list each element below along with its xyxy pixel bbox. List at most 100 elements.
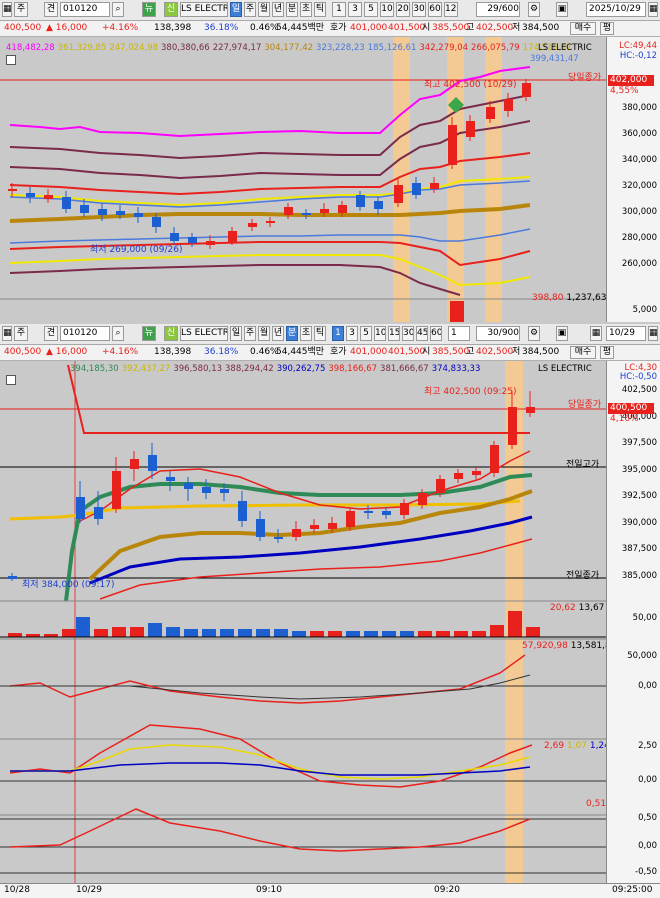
calendar-icon[interactable]: ▦ [590,326,602,341]
alltime-high-note: 최고 402,500 (10/29) [424,80,517,90]
tab-주[interactable]: 주 [244,2,256,17]
settings-icon[interactable]: ⚙ [528,326,540,341]
tab-초[interactable]: 초 [300,2,312,17]
stock-code-input[interactable]: 010120 [60,326,110,341]
calendar-icon[interactable]: ▦ [648,326,658,341]
search-icon[interactable]: ⌕ [112,326,124,341]
lc-label: LC:4,30 [624,363,657,373]
tab-60[interactable]: 60 [428,2,442,17]
legend-value: 418,482,28 [6,43,55,53]
tab-45[interactable]: 45 [416,326,428,341]
tab-5[interactable]: 5 [360,326,372,341]
eval-button[interactable]: 평 [600,346,614,359]
tab-초[interactable]: 초 [300,326,312,341]
save-icon[interactable]: ▣ [556,2,568,17]
tab-1[interactable]: 1 [332,326,344,341]
tab-10[interactable]: 10 [374,326,386,341]
minute-volume-bars [8,611,540,637]
news-button[interactable]: 뉴 [142,326,156,341]
tab-틱[interactable]: 틱 [314,2,326,17]
minute-price-scale[interactable]: LC:4,30 HC:-0,50 402,500 400,000 397,500 39… [606,361,660,883]
mode-button[interactable]: 견 [44,326,58,341]
candle-body [266,221,275,223]
tab-60[interactable]: 60 [430,326,442,341]
minute-chart-area[interactable]: 394,185,30 392,437,27 396,580,13 388,294,42… [0,361,606,883]
tab-20[interactable]: 20 [396,2,410,17]
change-rate: +4.16% [102,347,139,357]
tab-년[interactable]: 년 [272,326,284,341]
tab-일[interactable]: 일 [230,326,242,341]
tab-30[interactable]: 30 [412,2,426,17]
ask-label: 호가 [330,347,347,357]
candle-body [472,471,481,475]
tab-30[interactable]: 30 [402,326,414,341]
volume-bar [166,627,180,637]
stock-code-input[interactable]: 010120 [60,2,110,17]
settings-icon[interactable]: ⚙ [528,2,540,17]
main-button[interactable]: 주 [14,2,28,17]
current-price-box: 400,500 [608,403,654,414]
candle-body [8,189,17,191]
minute-candles [8,391,535,581]
volume-bar [8,633,22,637]
tab-년[interactable]: 년 [272,2,284,17]
tab-10[interactable]: 10 [380,2,394,17]
daily-chart-area[interactable]: 418,482,28 361,329,85 247,024,98 380,380,66… [0,37,606,322]
news-button[interactable]: 뉴 [142,2,156,17]
legend-value: 304,177,42 [264,43,314,53]
tab-주[interactable]: 주 [244,326,256,341]
price-change: ▲ 16,000 [46,23,88,33]
open-label: 시 [422,347,431,357]
menu-button[interactable]: ▦ [2,326,12,341]
trade-amount: 54,445백만 [276,23,325,33]
xlabel-1029: 10/29 [76,885,102,895]
candle-body [466,121,475,137]
eval-button[interactable]: 평 [600,22,614,35]
tab-3[interactable]: 3 [348,2,362,17]
tab-1[interactable]: 1 [332,2,346,17]
volume-bar [148,623,162,637]
mode-button[interactable]: 견 [44,2,58,17]
main-button[interactable]: 주 [14,326,28,341]
macd-legend: 57,920,98 13,581,82 [522,641,606,651]
buy-button[interactable]: 매수 [570,346,596,359]
grid-toggle-icon[interactable] [6,375,16,385]
buy-button[interactable]: 매수 [570,22,596,35]
price-tick: 392,500 [621,491,657,501]
tab-분[interactable]: 분 [286,2,298,17]
menu-button[interactable]: ▦ [2,2,12,17]
legend-title: LS ELECTRIC [538,364,592,374]
price-tick: 300,000 [621,207,657,217]
tab-120[interactable]: 120 [444,2,458,17]
prev-close-label: 전일종가 [566,571,600,581]
daily-candles [8,79,531,249]
tab-3[interactable]: 3 [346,326,358,341]
tab-분[interactable]: 분 [286,326,298,341]
interval-input[interactable]: 1 [448,326,470,341]
candle-body [418,493,427,505]
save-icon[interactable]: ▣ [556,326,568,341]
volume-bar [94,629,108,637]
candle-body [394,185,403,203]
legend-value: 342,279,04 [419,43,469,53]
search-icon[interactable]: ⌕ [112,2,124,17]
candle-body [170,233,179,241]
volume-percent: 36.18% [204,347,239,357]
prev-high-label: 전일고가 [566,460,600,470]
count-input[interactable]: 29/600 [476,2,520,17]
tab-15[interactable]: 15 [388,326,400,341]
candle-body [526,407,535,413]
volume-bar [436,631,450,637]
tab-월[interactable]: 월 [258,2,270,17]
date-input[interactable]: 2025/10/29 [586,2,646,17]
calendar-icon[interactable]: ▦ [648,2,658,17]
tab-5[interactable]: 5 [364,2,378,17]
tab-일[interactable]: 일 [230,2,242,17]
tab-월[interactable]: 월 [258,326,270,341]
tab-틱[interactable]: 틱 [314,326,326,341]
count-input[interactable]: 30/900 [476,326,520,341]
date-input[interactable]: 10/29 [606,326,646,341]
volume-spike-bar [450,301,464,322]
grid-toggle-icon[interactable] [6,55,16,65]
